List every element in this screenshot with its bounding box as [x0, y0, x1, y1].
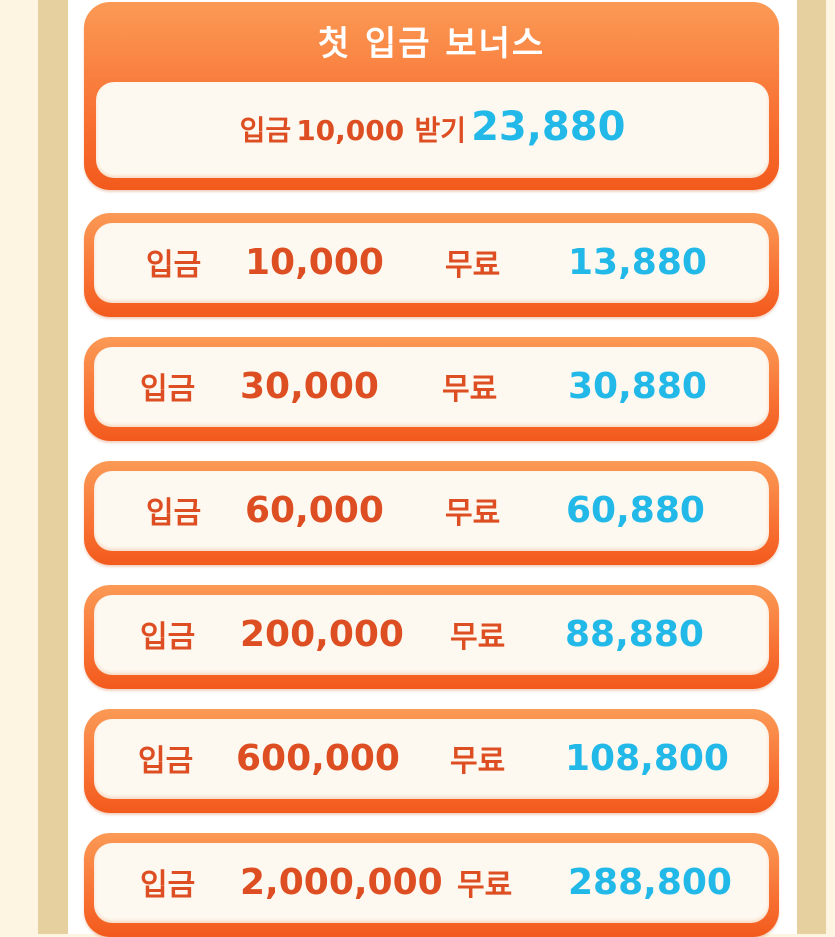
free-label: 무료 — [442, 372, 498, 407]
deposit-amount: 2,000,000 — [240, 861, 443, 903]
free-amount: 60,880 — [566, 489, 705, 531]
bonus-tier-inner — [94, 719, 769, 799]
deposit-label: 입금 — [138, 744, 194, 779]
deposit-amount: 600,000 — [236, 737, 400, 779]
right-border — [797, 0, 826, 934]
receive-label: 받기 — [414, 114, 466, 147]
free-label: 무료 — [457, 868, 513, 903]
free-label: 무료 — [450, 620, 506, 655]
bonus-tier-inner — [94, 595, 769, 675]
receive-amount: 23,880 — [471, 104, 626, 150]
bonus-tier-row[interactable]: 입금 600,000 무료 108,800 — [84, 709, 779, 813]
bonus-title: 첫 입금 보너스 — [317, 24, 546, 64]
deposit-amount: 10,000 — [245, 241, 384, 283]
deposit-label: 입금 — [140, 620, 196, 655]
bonus-tier-inner — [94, 471, 769, 551]
bonus-tier-row[interactable]: 입금 10,000 무료 13,880 — [84, 213, 779, 317]
free-label: 무료 — [445, 248, 501, 283]
left-border — [38, 0, 68, 934]
deposit-amount: 10,000 — [296, 114, 405, 147]
deposit-label: 입금 — [140, 868, 196, 903]
deposit-amount: 60,000 — [245, 489, 384, 531]
bonus-tier-row[interactable]: 입금 30,000 무료 30,880 — [84, 337, 779, 441]
bonus-tier-inner — [94, 347, 769, 427]
free-amount: 13,880 — [568, 241, 707, 283]
free-amount: 288,800 — [568, 861, 732, 903]
deposit-label: 입금 — [140, 372, 196, 407]
first-deposit-bonus-card: 첫 입금 보너스 입금 10,000 받기 23,880 — [84, 2, 779, 190]
free-amount: 88,880 — [565, 613, 704, 655]
bonus-tier-inner — [94, 843, 769, 923]
bonus-summary: 입금 10,000 받기 23,880 — [96, 82, 769, 178]
bonus-tier-row[interactable]: 입금 200,000 무료 88,880 — [84, 585, 779, 689]
bonus-tier-row[interactable]: 입금 60,000 무료 60,880 — [84, 461, 779, 565]
deposit-amount: 200,000 — [240, 613, 404, 655]
deposit-amount: 30,000 — [240, 365, 379, 407]
bonus-tier-row[interactable]: 입금 2,000,000 무료 288,800 — [84, 833, 779, 937]
deposit-label: 입금 — [146, 496, 202, 531]
free-amount: 108,800 — [565, 737, 729, 779]
free-label: 무료 — [445, 496, 501, 531]
bonus-tier-inner — [94, 223, 769, 303]
deposit-label: 입금 — [239, 114, 292, 147]
free-label: 무료 — [450, 744, 506, 779]
deposit-label: 입금 — [146, 248, 202, 283]
free-amount: 30,880 — [568, 365, 707, 407]
